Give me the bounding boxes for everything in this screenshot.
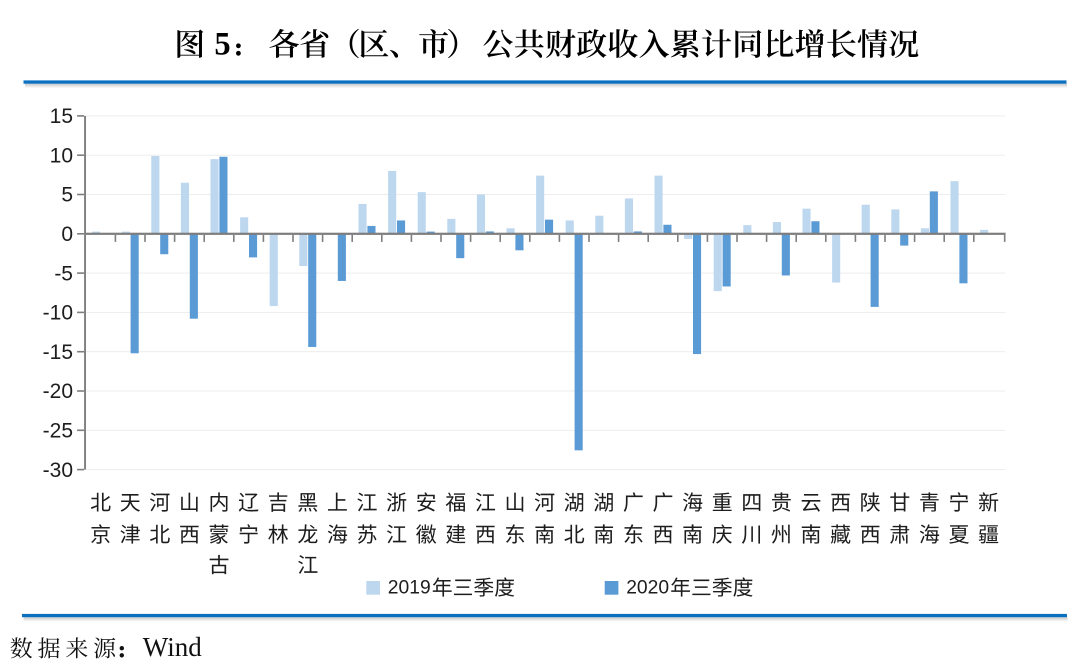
- svg-text:2020: 2020: [626, 578, 669, 599]
- svg-text:5: 5: [214, 27, 230, 63]
- svg-text:-20: -20: [43, 380, 73, 403]
- svg-text:10: 10: [50, 144, 73, 167]
- svg-text:Wind: Wind: [143, 632, 202, 662]
- svg-text:0: 0: [61, 223, 73, 246]
- svg-text:-10: -10: [43, 302, 73, 325]
- svg-text:-25: -25: [43, 420, 73, 443]
- svg-text:-30: -30: [43, 459, 73, 482]
- svg-text:2019: 2019: [388, 578, 431, 599]
- svg-text:5: 5: [61, 184, 73, 207]
- svg-text:15: 15: [50, 105, 73, 128]
- svg-text:-15: -15: [43, 341, 73, 364]
- svg-text:-5: -5: [54, 262, 73, 285]
